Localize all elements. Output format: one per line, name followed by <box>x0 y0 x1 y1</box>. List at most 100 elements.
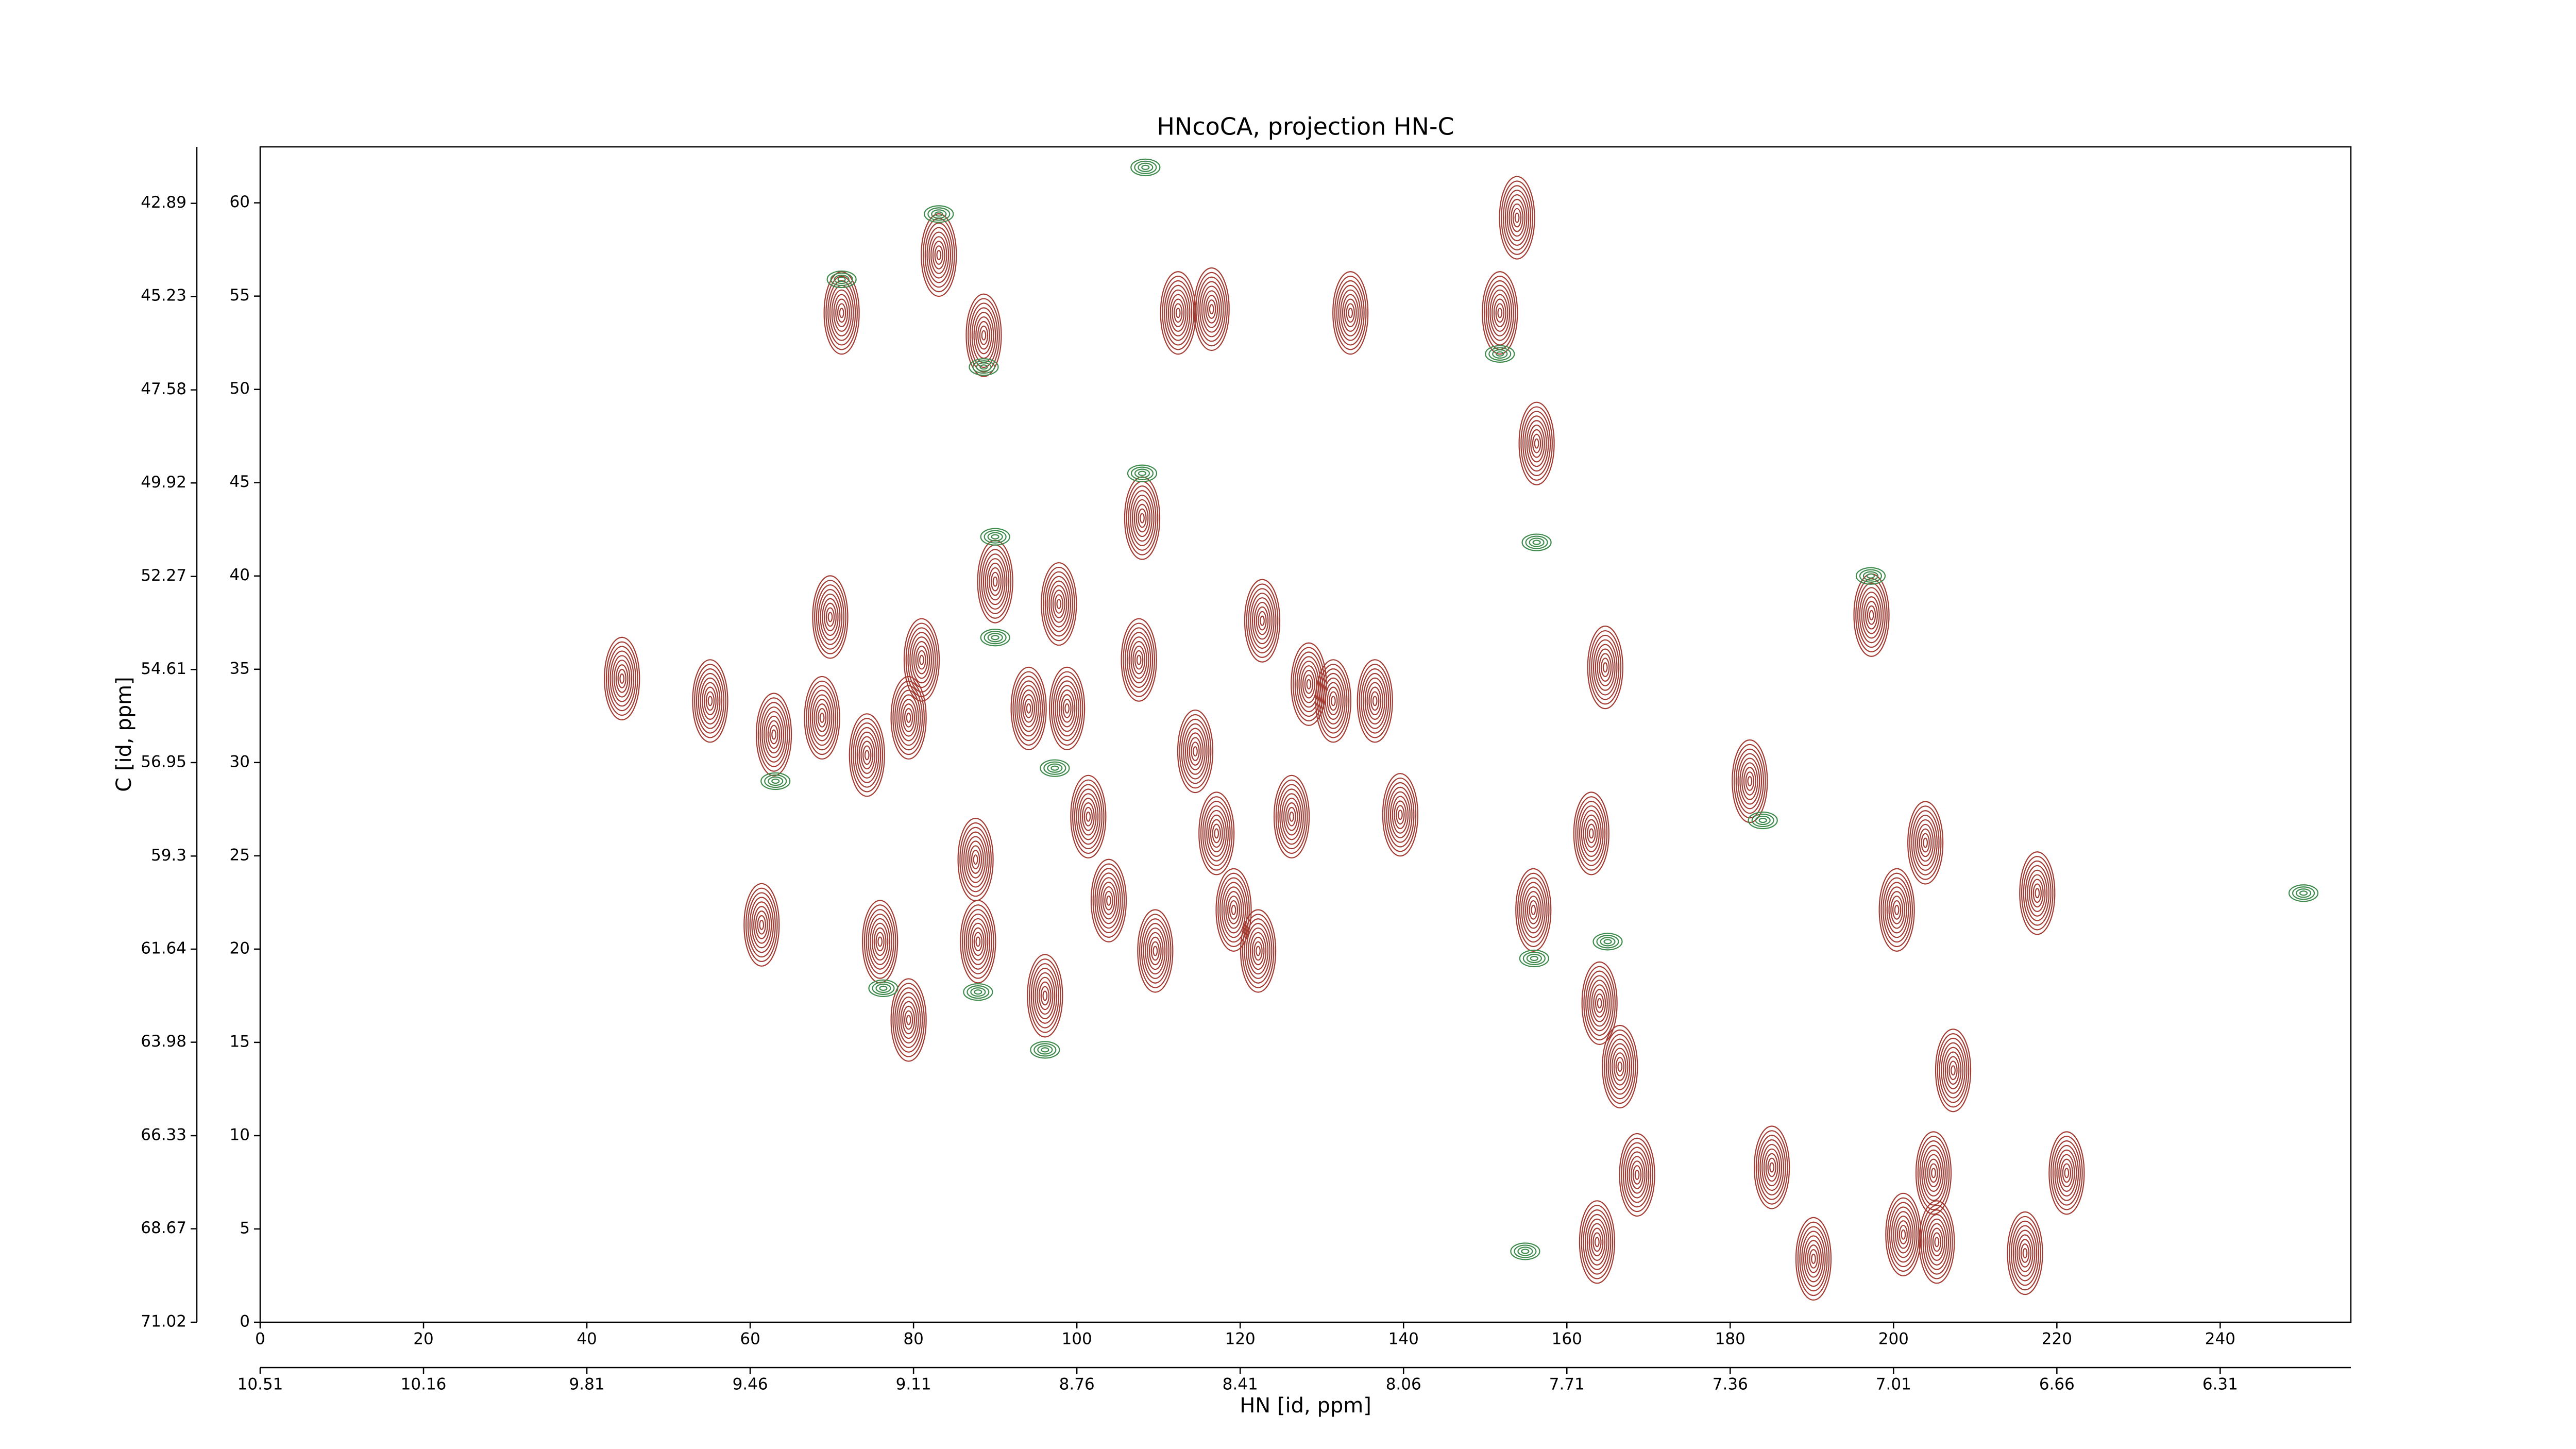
contour-level <box>1534 438 1539 449</box>
contour-level <box>1748 811 1778 830</box>
contour-level <box>1317 664 1350 738</box>
contour-level <box>1924 1214 1950 1270</box>
contour-level <box>1359 664 1392 738</box>
contour-level <box>992 576 998 587</box>
peak <box>1137 909 1174 993</box>
ppm-x-tick-label: 8.76 <box>1059 1375 1095 1394</box>
contour-level <box>835 298 849 328</box>
contour-level <box>864 750 870 761</box>
contour-level <box>1256 606 1269 635</box>
contour-level <box>896 689 921 746</box>
contour-level <box>1521 1249 1530 1254</box>
contour-level <box>1094 868 1123 934</box>
contour-level <box>2016 1234 2033 1272</box>
contour-level <box>1193 267 1230 351</box>
contour-level <box>1334 276 1367 350</box>
contour-level <box>1944 1051 1962 1089</box>
contour-level <box>1030 963 1059 1029</box>
contour-level <box>1747 776 1753 787</box>
peak <box>1121 618 1157 702</box>
peak <box>1619 1133 1655 1217</box>
peak <box>969 358 999 376</box>
contour-level <box>1591 984 1608 1022</box>
contour-level <box>1735 748 1764 814</box>
contour-level <box>1279 788 1304 845</box>
contour-level <box>692 659 728 743</box>
y-tick-label: 30 <box>230 752 250 771</box>
ppm-x-tick-label: 8.06 <box>1386 1375 1421 1394</box>
contour-level <box>830 272 853 287</box>
contour-level <box>1623 1142 1652 1208</box>
contour-level <box>973 932 983 952</box>
contour-level <box>1739 757 1760 805</box>
contour-level <box>1130 158 1161 176</box>
contour-level <box>2052 1140 2081 1206</box>
contour-level <box>1394 800 1407 829</box>
contour-level <box>1530 955 1538 962</box>
contour-level <box>615 664 629 693</box>
contour-level <box>1525 535 1548 549</box>
contour-level <box>1340 289 1361 336</box>
contour-level <box>2050 1136 2083 1210</box>
contour-level <box>1143 923 1168 979</box>
contour-level <box>2288 884 2319 902</box>
contour-level <box>1592 639 1618 696</box>
contour-level <box>1370 691 1380 711</box>
contour-level <box>877 936 883 947</box>
contour-level <box>976 362 992 372</box>
contour-level <box>1889 1202 1918 1268</box>
contour-level <box>1201 285 1222 333</box>
peak <box>1177 709 1214 794</box>
contour-level <box>2025 865 2050 921</box>
contour-level <box>1585 970 1614 1036</box>
contour-level <box>1925 1154 1942 1192</box>
contour-level <box>1532 540 1541 545</box>
contour-level <box>605 641 638 716</box>
peak <box>1010 666 1047 750</box>
ppm-x-tick-label: 10.16 <box>401 1375 447 1394</box>
contour-level <box>1368 686 1382 716</box>
peak <box>1027 954 1063 1038</box>
peak <box>2019 851 2056 935</box>
contour-level <box>928 231 950 279</box>
contour-level <box>1056 599 1062 610</box>
contour-level <box>1251 936 1265 966</box>
contour-level <box>1130 466 1154 480</box>
contour-level <box>1388 786 1413 843</box>
contour-level <box>1315 659 1351 743</box>
contour-level <box>1587 823 1596 844</box>
y-tick-label: 55 <box>230 286 250 305</box>
contour-level <box>1581 810 1602 857</box>
contour-level <box>969 845 982 874</box>
contour-level <box>1605 1034 1634 1100</box>
contour-level <box>868 913 892 970</box>
contour-level <box>898 996 919 1044</box>
contour-level <box>1050 671 1083 746</box>
contour-level <box>817 708 827 728</box>
contour-level <box>1497 308 1503 318</box>
contour-level <box>1575 796 1608 871</box>
contour-level <box>1062 698 1072 718</box>
contour-level <box>1921 833 1930 853</box>
contour-level <box>1022 694 1036 723</box>
peak <box>890 978 927 1062</box>
contour-level <box>1251 597 1273 645</box>
contour-level <box>1153 946 1158 956</box>
contour-level <box>1221 882 1246 938</box>
contour-level <box>761 706 786 763</box>
contour-level <box>1503 185 1532 250</box>
contour-level <box>1319 668 1348 734</box>
contour-level <box>2027 869 2048 917</box>
contour-level <box>1919 1140 1948 1206</box>
contour-level <box>1588 828 1594 839</box>
contour-level <box>1137 909 1174 993</box>
contour-level <box>1240 909 1277 993</box>
contour-level <box>1581 961 1618 1045</box>
contour-level <box>1042 990 1048 1001</box>
contour-level <box>1102 886 1115 915</box>
contour-level <box>1510 1242 1540 1260</box>
contour-level <box>900 1001 917 1039</box>
contour-level <box>827 612 833 622</box>
